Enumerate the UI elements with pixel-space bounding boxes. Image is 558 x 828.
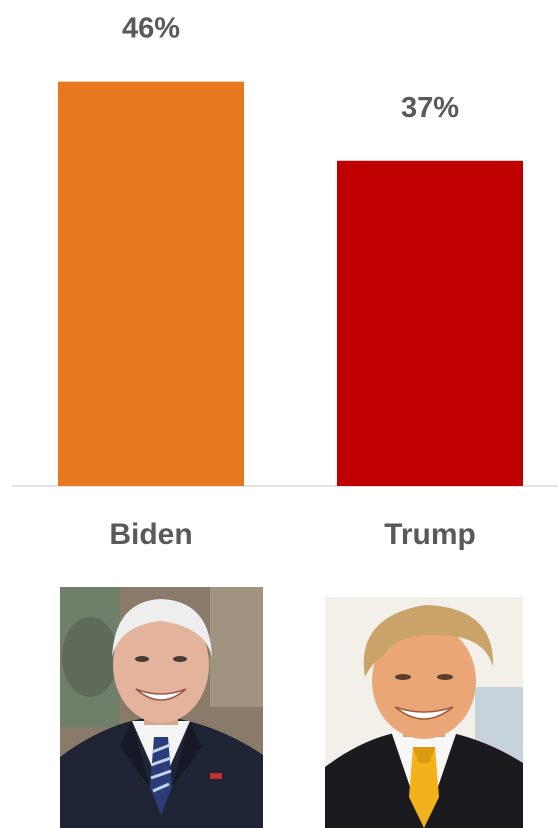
trump-portrait-photo: [325, 597, 523, 828]
bar-trump: [337, 160, 523, 486]
data-label-biden: 46%: [122, 13, 180, 45]
category-label-trump: Trump: [384, 518, 476, 551]
category-label-biden: Biden: [109, 518, 192, 551]
bar-biden: [58, 81, 244, 486]
data-label-trump: 37%: [401, 92, 459, 124]
biden-portrait-photo: [60, 587, 263, 828]
biden-portrait-icon: [60, 587, 263, 828]
bar-chart: 46% Biden 37% Trump: [12, 13, 558, 551]
trump-portrait-icon: [325, 597, 523, 828]
